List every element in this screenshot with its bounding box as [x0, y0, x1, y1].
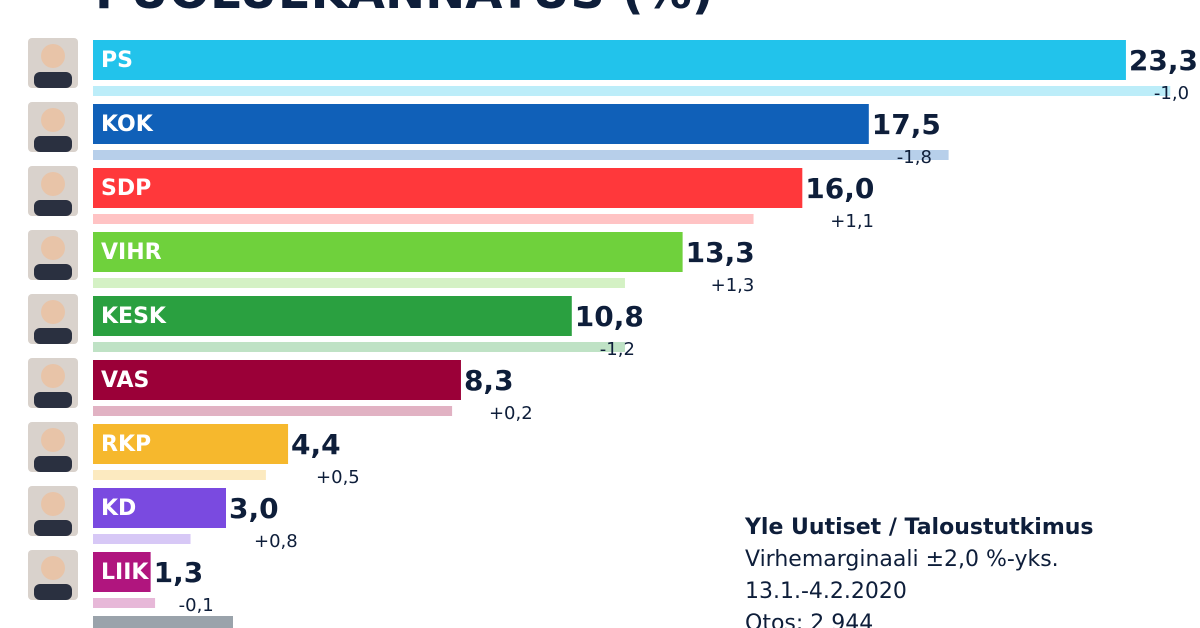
value-label: 4,4 — [291, 428, 341, 461]
bar — [93, 360, 461, 400]
value-label: 17,5 — [872, 108, 941, 141]
previous-bar — [93, 278, 625, 288]
photo-face — [41, 172, 65, 196]
value-label: 3,0 — [229, 492, 279, 525]
category-label: VIHR — [101, 240, 162, 265]
category-label: SDP — [101, 176, 151, 201]
bar — [93, 40, 1126, 80]
value-label: 10,8 — [575, 300, 644, 333]
category-label: PS — [101, 48, 133, 73]
source-note: Otos: 2 944 — [745, 611, 873, 628]
photo-face — [41, 300, 65, 324]
value-label: 8,3 — [464, 364, 514, 397]
photo-body — [34, 200, 72, 216]
photo-body — [34, 392, 72, 408]
bar — [93, 552, 151, 592]
chart-title: PUOLUEKANNATUS (%) — [95, 0, 714, 20]
previous-bar — [93, 86, 1171, 96]
category-label: VAS — [101, 368, 149, 393]
category-label: RKP — [101, 432, 151, 457]
change-label: +0,2 — [489, 403, 533, 424]
previous-bar — [93, 406, 453, 416]
source-title: Yle Uutiset / Taloustutkimus — [744, 515, 1094, 540]
bar — [93, 104, 869, 144]
category-label: KD — [101, 496, 136, 521]
photo-body — [34, 328, 72, 344]
photo-face — [41, 556, 65, 580]
previous-bar — [93, 598, 156, 608]
value-label: 23,3 — [1129, 44, 1198, 77]
previous-bar — [93, 150, 949, 160]
cut-off-bar — [93, 616, 233, 628]
category-label: KOK — [101, 112, 154, 137]
change-label: -0,1 — [179, 595, 214, 616]
bar — [93, 168, 803, 208]
photo-body — [34, 136, 72, 152]
change-label: -1,8 — [897, 147, 932, 168]
photo-body — [34, 72, 72, 88]
change-label: +0,5 — [316, 467, 360, 488]
previous-bar — [93, 470, 266, 480]
change-label: +0,8 — [254, 531, 298, 552]
change-label: -1,0 — [1154, 83, 1189, 104]
previous-bar — [93, 214, 754, 224]
change-label: -1,2 — [600, 339, 635, 360]
photo-body — [34, 456, 72, 472]
bar — [93, 232, 683, 272]
bar — [93, 424, 289, 464]
change-label: +1,3 — [711, 275, 755, 296]
photo-face — [41, 236, 65, 260]
source-note: 13.1.-4.2.2020 — [745, 579, 907, 604]
change-label: +1,1 — [830, 211, 874, 232]
bar — [93, 296, 572, 336]
value-label: 16,0 — [805, 172, 874, 205]
source-note: Virhemarginaali ±2,0 %-yks. — [745, 547, 1059, 572]
photo-body — [34, 584, 72, 600]
previous-bar — [93, 534, 191, 544]
category-label: LIIK — [101, 560, 149, 585]
photo-face — [41, 108, 65, 132]
value-label: 13,3 — [686, 236, 755, 269]
bar — [93, 488, 226, 528]
photo-face — [41, 492, 65, 516]
category-label: KESK — [101, 304, 167, 329]
photo-face — [41, 364, 65, 388]
photo-face — [41, 44, 65, 68]
photo-body — [34, 520, 72, 536]
value-label: 1,3 — [154, 556, 204, 589]
previous-bar — [93, 342, 625, 352]
photo-body — [34, 264, 72, 280]
photo-face — [41, 428, 65, 452]
